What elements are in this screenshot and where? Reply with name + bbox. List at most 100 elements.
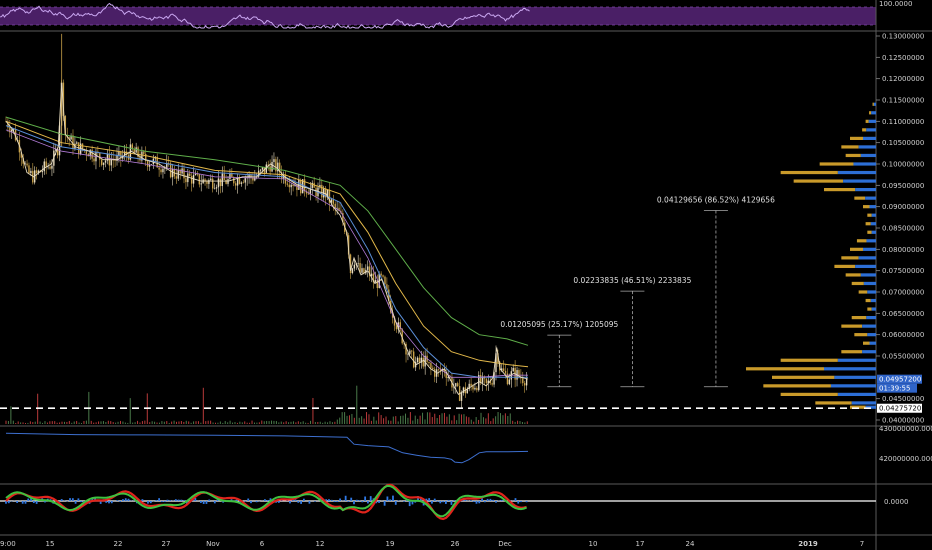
- obv-line: [5, 432, 529, 464]
- macd-histogram-bar: [122, 499, 124, 501]
- price-candle: [307, 193, 310, 195]
- price-axis-label: 0.12000000: [882, 75, 924, 83]
- price-candle: [300, 179, 302, 194]
- volume-bar: [500, 413, 502, 424]
- price-candle: [424, 355, 426, 367]
- price-candle: [257, 170, 260, 177]
- volume-bar: [451, 420, 453, 424]
- price-candle: [324, 188, 327, 198]
- macd-histogram-bar: [428, 498, 431, 501]
- price-candle: [493, 372, 495, 385]
- rsi-band: [0, 7, 876, 25]
- macd-histogram-bar: [478, 501, 481, 504]
- volume-bar: [288, 422, 290, 424]
- volume-bar: [168, 422, 170, 424]
- price-candle: [179, 169, 181, 174]
- price-candle: [449, 376, 451, 378]
- volume-bar: [253, 422, 255, 424]
- volume-bar: [71, 422, 73, 424]
- volume-bar: [514, 421, 516, 424]
- macd-histogram-bar: [147, 501, 149, 504]
- volume-bar: [307, 422, 309, 424]
- macd-histogram-bar: [361, 501, 364, 503]
- macd-histogram-bar: [244, 501, 247, 502]
- volume-bar: [151, 421, 153, 424]
- macd-histogram-bar: [464, 499, 467, 501]
- volume-bar: [482, 417, 484, 424]
- volume-bar: [390, 420, 392, 424]
- price-candle: [110, 159, 112, 166]
- volume-bar: [193, 421, 195, 424]
- volume-bar: [368, 414, 370, 424]
- volume-bar: [378, 412, 380, 424]
- macd-histogram-bar: [447, 499, 450, 501]
- macd-histogram-bar: [27, 498, 30, 501]
- volume-bar: [436, 418, 438, 424]
- volume-bar: [273, 420, 275, 424]
- price-candle: [271, 161, 273, 172]
- volume-bar: [524, 422, 526, 424]
- volume-bar: [24, 422, 26, 424]
- volume-bar: [185, 420, 187, 424]
- volume-bar: [217, 422, 219, 424]
- macd-histogram-bar: [247, 498, 250, 501]
- price-candle: [367, 266, 369, 270]
- volume-profile-bar-gold: [793, 179, 844, 183]
- macd-histogram-bar: [344, 495, 347, 501]
- volume-bar: [100, 421, 102, 424]
- price-candle: [160, 169, 162, 173]
- volume-bar: [180, 421, 182, 424]
- volume-bar: [258, 422, 260, 424]
- volume-bar: [124, 422, 126, 424]
- macd-histogram-bar: [419, 497, 422, 501]
- volume-bar: [387, 420, 389, 424]
- volume-profile-bar-blue: [870, 222, 876, 226]
- price-candle: [393, 317, 396, 326]
- macd-histogram-bar: [44, 501, 46, 503]
- price-candle: [478, 375, 480, 391]
- price-candle: [169, 163, 172, 178]
- price-candle: [145, 153, 147, 162]
- price-candle: [481, 376, 484, 383]
- price-candle: [133, 149, 135, 153]
- volume-bar: [263, 421, 265, 424]
- price-candle: [508, 379, 511, 385]
- price-candle: [183, 168, 185, 179]
- macd-histogram-bar: [275, 501, 277, 503]
- price-candle: [99, 153, 101, 160]
- volume-bar: [42, 422, 44, 424]
- macd-histogram-bar: [367, 501, 369, 504]
- macd-histogram-bar: [414, 501, 417, 503]
- price-candle: [487, 380, 490, 384]
- price-candle: [215, 187, 218, 189]
- volume-bar: [375, 420, 377, 424]
- volume-bar: [324, 421, 326, 424]
- price-candle: [49, 166, 51, 169]
- macd-histogram-bar: [450, 501, 453, 505]
- macd-histogram-bar: [119, 501, 122, 502]
- price-candle: [37, 170, 40, 173]
- price-candle: [522, 378, 524, 384]
- price-candle: [363, 268, 365, 274]
- price-candle: [41, 171, 44, 173]
- macd-histogram-bar: [24, 501, 27, 504]
- macd-histogram-bar: [161, 501, 163, 502]
- macd-histogram-bar: [205, 501, 208, 504]
- volume-profile-bar-gold: [841, 324, 863, 328]
- macd-histogram-bar: [255, 501, 258, 503]
- price-candle: [395, 325, 398, 330]
- volume-bar: [68, 420, 70, 424]
- price-candle: [403, 343, 405, 344]
- price-candle: [210, 178, 212, 181]
- volume-bar: [178, 421, 180, 424]
- volume-bar: [227, 422, 229, 424]
- macd-histogram-bar: [328, 499, 330, 501]
- volume-bar: [156, 422, 158, 424]
- price-candle: [89, 149, 91, 157]
- price-axis-label: 0.09000000: [882, 203, 924, 211]
- macd-histogram-bar: [60, 499, 63, 501]
- rsi-axis-label: 100.0000: [879, 0, 912, 8]
- volume-bar: [439, 415, 441, 424]
- volume-profile-bar-blue: [863, 281, 876, 286]
